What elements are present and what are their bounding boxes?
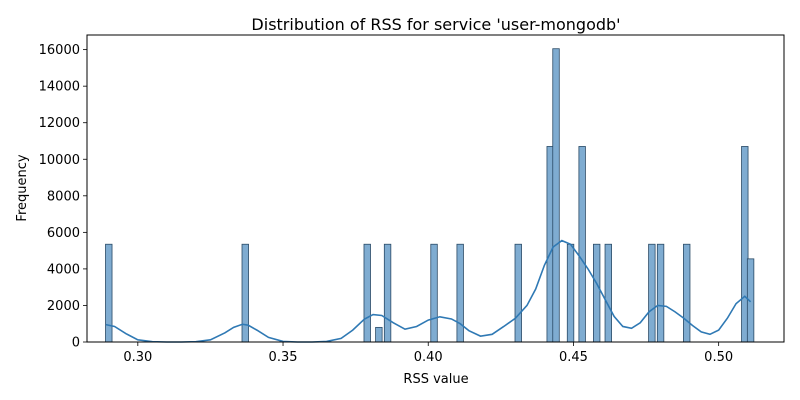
histogram-bar-5 <box>383 243 392 343</box>
y-tick-label: 0 <box>72 336 80 351</box>
plot-frame <box>86 34 785 343</box>
x-axis-label: RSS value <box>403 372 468 387</box>
histogram-bar-11 <box>566 243 575 343</box>
x-tick-label: 0.50 <box>704 350 733 365</box>
histogram-bars <box>105 48 755 343</box>
histogram-bar-4 <box>375 326 383 343</box>
histogram-bar-10 <box>552 48 560 343</box>
y-tick-label: 10000 <box>39 153 80 168</box>
x-tick-label: 0.35 <box>269 350 298 365</box>
kde-density-line <box>105 239 752 343</box>
histogram-bar-12 <box>578 146 586 343</box>
y-tick-label: 16000 <box>39 43 80 58</box>
histogram-bar-1 <box>105 243 113 343</box>
y-tick-label: 4000 <box>47 262 80 277</box>
histogram-bar-15 <box>648 243 656 343</box>
y-tick-label: 14000 <box>39 80 80 95</box>
histogram-bar-14 <box>604 243 612 343</box>
x-tick-label: 0.30 <box>123 350 152 365</box>
x-tick-label: 0.45 <box>559 350 588 365</box>
y-tick-label: 12000 <box>39 116 80 131</box>
histogram-bar-8 <box>514 243 522 343</box>
x-tick-label: 0.40 <box>414 350 443 365</box>
y-tick-label: 6000 <box>47 226 80 241</box>
histogram-bar-13 <box>593 243 601 343</box>
histogram-bar-16 <box>656 243 665 343</box>
y-axis-ticks: 0 2000 4000 6000 8000 10000 12000 14000 16000 <box>39 43 87 351</box>
chart-title: Distribution of RSS for service 'user-mo… <box>251 15 620 34</box>
y-tick-label: 2000 <box>47 299 80 314</box>
histogram-bar-17 <box>683 243 691 343</box>
x-axis-ticks: 0.30 0.35 0.40 0.45 0.50 <box>123 342 733 365</box>
histogram-bar-3 <box>363 243 371 343</box>
y-axis-label: Frequency <box>15 154 30 221</box>
histogram-bar-7 <box>456 243 464 343</box>
y-tick-label: 8000 <box>47 189 80 204</box>
histogram-bar-2 <box>241 243 249 343</box>
histogram-bar-6 <box>430 243 438 343</box>
